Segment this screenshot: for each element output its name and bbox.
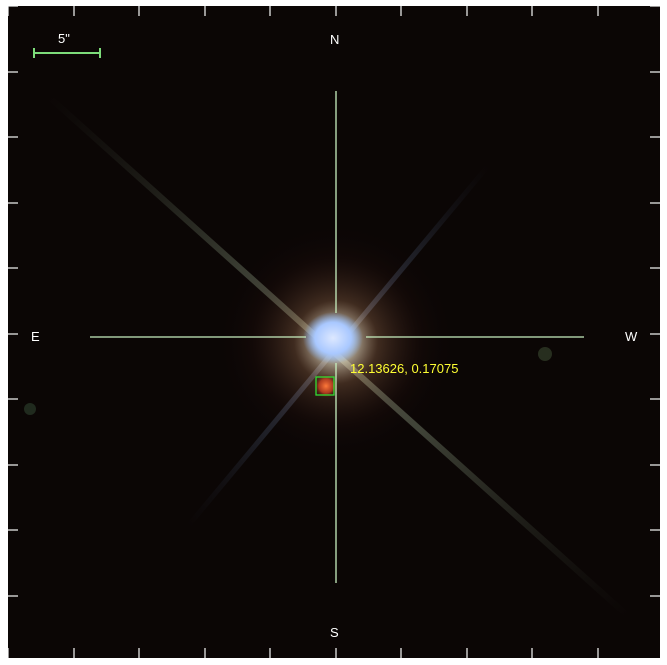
source-marker-box	[315, 376, 335, 396]
faint-source	[538, 347, 552, 361]
compass-south-label: S	[330, 625, 339, 640]
sky-field	[8, 6, 660, 658]
bright-star	[303, 312, 363, 364]
coordinate-label: 12.13626, 0.17075	[350, 361, 459, 376]
sky-image: 5" N S E W 12.13626, 0.17075	[8, 6, 660, 658]
compass-east-label: E	[31, 329, 40, 344]
compass-north-label: N	[330, 32, 340, 47]
faint-source	[24, 403, 36, 415]
compass-west-label: W	[625, 329, 638, 344]
scale-bar-icon	[33, 48, 101, 58]
frame-ticks	[8, 6, 660, 658]
red-source	[314, 374, 338, 398]
scale-bar-label: 5"	[58, 31, 70, 46]
crosshair-icon	[90, 91, 584, 583]
